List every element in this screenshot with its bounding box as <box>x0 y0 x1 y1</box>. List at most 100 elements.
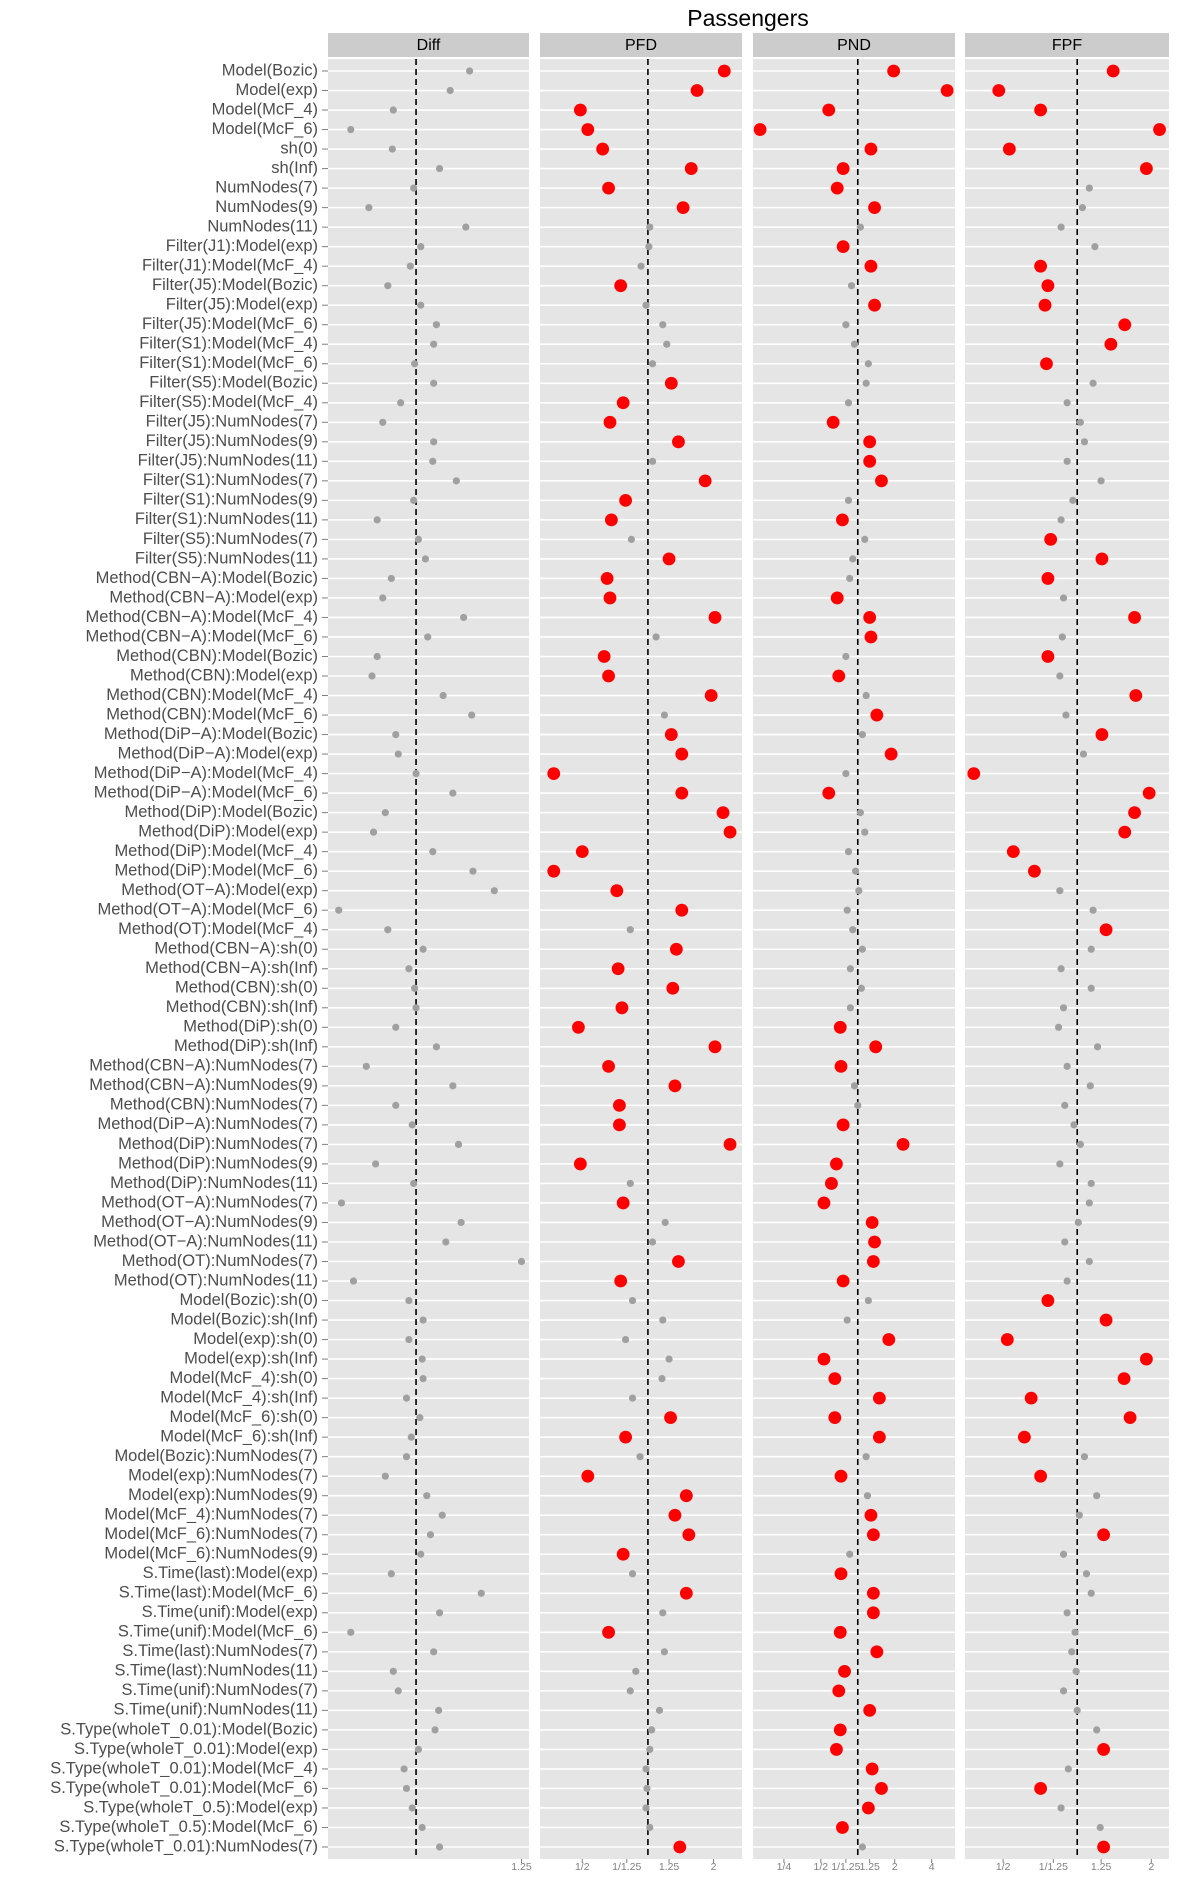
point <box>349 1277 358 1285</box>
point <box>836 1821 849 1834</box>
point <box>431 1726 439 1734</box>
y-tick-label: sh(0) <box>280 139 318 157</box>
point <box>868 298 881 312</box>
y-tick-label: S.Type(wholeT_0.5):Model(exp) <box>83 1798 318 1816</box>
point <box>1139 162 1153 175</box>
point <box>865 1762 879 1776</box>
strip-background <box>328 33 529 57</box>
point <box>627 535 636 543</box>
point <box>1085 184 1093 192</box>
y-tick-label: Filter(S1):NumNodes(11) <box>135 510 318 528</box>
y-tick-label: Method(DiP):NumNodes(9) <box>118 1154 318 1172</box>
point <box>1095 728 1109 741</box>
point <box>408 1804 416 1812</box>
point <box>842 769 850 778</box>
point <box>1082 1570 1091 1578</box>
point <box>628 1394 637 1402</box>
point <box>844 848 853 856</box>
point <box>402 1453 411 1461</box>
point <box>679 1489 693 1503</box>
point <box>1040 357 1053 371</box>
point <box>664 376 678 390</box>
y-tick-label: Filter(S1):Model(McF_6) <box>139 354 318 372</box>
point <box>828 1411 842 1425</box>
point <box>646 1745 654 1754</box>
y-tick-label: Filter(J1):Model(exp) <box>166 237 318 255</box>
point <box>405 965 413 973</box>
point <box>1118 318 1132 332</box>
point <box>462 223 470 231</box>
y-tick-label: Method(DiP−A):Model(McF_6) <box>94 783 318 801</box>
y-tick-label: Filter(J5):NumNodes(7) <box>146 413 318 431</box>
y-tick-label: Model(Bozic):sh(0) <box>180 1291 318 1309</box>
point <box>435 1706 443 1714</box>
point <box>868 1235 881 1249</box>
point <box>854 1101 862 1109</box>
point <box>460 613 468 622</box>
y-tick-label: Model(McF_4):sh(0) <box>169 1369 318 1387</box>
x-tick-label: 1/1.25 <box>1039 1861 1068 1873</box>
y-tick-label: Model(exp):sh(0) <box>193 1330 318 1348</box>
point <box>616 396 630 410</box>
point <box>704 689 718 702</box>
point <box>868 201 881 215</box>
y-tick-label: S.Time(unif):Model(McF_6) <box>118 1623 318 1641</box>
point <box>887 64 901 78</box>
point <box>373 516 381 524</box>
point <box>1034 259 1048 273</box>
point <box>675 747 689 761</box>
point <box>1093 1043 1102 1051</box>
y-tick-label: Method(CBN):Model(McF_4) <box>106 686 318 704</box>
point <box>603 591 617 605</box>
y-tick-label: Method(CBN−A):Model(exp) <box>109 588 318 606</box>
point <box>862 691 870 700</box>
point <box>1085 1199 1093 1207</box>
point <box>1129 689 1143 702</box>
point <box>435 164 444 173</box>
point <box>870 708 884 722</box>
point <box>648 457 657 465</box>
point <box>698 474 712 488</box>
y-tick-label: Method(CBN−A):sh(0) <box>154 940 318 958</box>
y-tick-label: NumNodes(7) <box>215 178 318 196</box>
point <box>1142 786 1156 800</box>
point <box>855 887 863 895</box>
y-tick-label: Method(OT−A):NumNodes(7) <box>101 1193 318 1211</box>
point <box>1123 1411 1137 1425</box>
y-tick-label: Model(McF_6):NumNodes(9) <box>104 1545 318 1563</box>
point <box>1087 1589 1095 1597</box>
point <box>659 1316 667 1324</box>
point <box>846 574 854 583</box>
point <box>406 262 414 270</box>
point <box>863 435 877 449</box>
point <box>830 1157 843 1171</box>
point <box>875 1782 888 1795</box>
point <box>864 630 878 644</box>
y-tick-label: Method(DiP):Model(McF_6) <box>114 862 318 880</box>
point <box>337 1199 346 1207</box>
point <box>665 1355 673 1363</box>
y-tick-label: Filter(S5):NumNodes(7) <box>143 530 318 548</box>
x-tick-label: 1/1.25 <box>831 1861 860 1873</box>
point <box>1058 633 1066 641</box>
point <box>1057 516 1065 524</box>
point <box>613 1098 626 1112</box>
x-tick-label: 2 <box>892 1861 898 1873</box>
y-tick-label: Method(CBN):Model(Bozic) <box>116 647 318 665</box>
point <box>1104 337 1118 351</box>
point <box>865 1216 879 1229</box>
point <box>1087 1179 1095 1188</box>
y-tick-label: NumNodes(11) <box>207 217 318 235</box>
y-tick-label: Method(DiP):sh(Inf) <box>174 1037 318 1055</box>
point <box>940 84 954 97</box>
x-tick-label: 1/2 <box>575 1861 590 1873</box>
point <box>1044 532 1058 546</box>
point <box>1097 477 1105 485</box>
point <box>1089 379 1097 387</box>
point <box>642 301 650 309</box>
strip-label: PND <box>837 37 871 54</box>
point <box>652 633 660 641</box>
panel-background <box>540 59 742 1859</box>
point <box>1034 103 1048 117</box>
point <box>429 848 437 856</box>
